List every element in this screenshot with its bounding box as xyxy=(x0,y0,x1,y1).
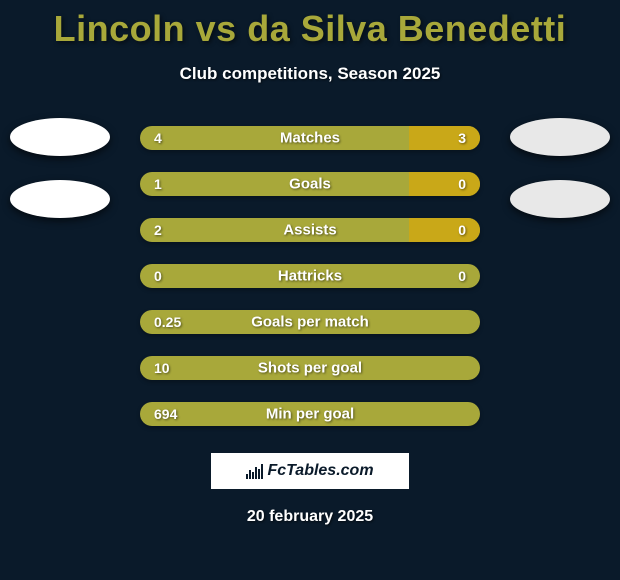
stat-bar-row: 4Matches3 xyxy=(140,126,480,150)
comparison-container: Lincoln vs da Silva Benedetti Club compe… xyxy=(0,0,620,580)
stat-bar-row: 1Goals0 xyxy=(140,172,480,196)
avatar-col-left xyxy=(10,118,110,218)
stat-label: Matches xyxy=(140,130,480,147)
player-avatar-left-2 xyxy=(10,180,110,218)
avatar-col-right xyxy=(510,118,610,218)
stat-label: Hattricks xyxy=(140,268,480,285)
player-avatar-left-1 xyxy=(10,118,110,156)
stat-bar-row: 694Min per goal xyxy=(140,402,480,426)
stat-label: Assists xyxy=(140,222,480,239)
subtitle: Club competitions, Season 2025 xyxy=(0,64,620,84)
stat-bar-row: 10Shots per goal xyxy=(140,356,480,380)
chart-icon xyxy=(246,464,263,479)
stat-bar-row: 2Assists0 xyxy=(140,218,480,242)
page-title: Lincoln vs da Silva Benedetti xyxy=(0,8,620,50)
stat-bar-row: 0Hattricks0 xyxy=(140,264,480,288)
stat-label: Goals per match xyxy=(140,314,480,331)
player-avatar-right-2 xyxy=(510,180,610,218)
stat-value-right: 0 xyxy=(458,176,466,192)
logo-text: FcTables.com xyxy=(267,462,373,480)
stat-value-right: 3 xyxy=(458,130,466,146)
player-avatar-right-1 xyxy=(510,118,610,156)
stat-value-right: 0 xyxy=(458,268,466,284)
date-label: 20 february 2025 xyxy=(0,508,620,526)
stat-label: Shots per goal xyxy=(140,360,480,377)
stat-label: Goals xyxy=(140,176,480,193)
stat-value-right: 0 xyxy=(458,222,466,238)
stat-label: Min per goal xyxy=(140,406,480,423)
stat-bar-row: 0.25Goals per match xyxy=(140,310,480,334)
logo-box: FcTables.com xyxy=(210,452,410,490)
